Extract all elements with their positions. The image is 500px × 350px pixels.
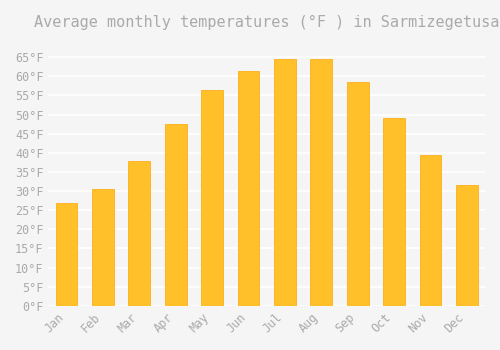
Bar bbox=[165, 124, 186, 306]
Bar bbox=[201, 90, 223, 306]
Title: Average monthly temperatures (°F ) in Sarmizegetusa: Average monthly temperatures (°F ) in Sa… bbox=[34, 15, 500, 30]
Bar bbox=[92, 189, 114, 306]
Bar bbox=[346, 82, 368, 306]
Bar bbox=[128, 161, 150, 306]
Bar bbox=[383, 118, 405, 306]
Bar bbox=[56, 203, 78, 306]
Bar bbox=[274, 59, 296, 306]
Bar bbox=[420, 155, 442, 306]
Bar bbox=[456, 186, 477, 306]
Bar bbox=[310, 59, 332, 306]
Bar bbox=[238, 71, 260, 306]
